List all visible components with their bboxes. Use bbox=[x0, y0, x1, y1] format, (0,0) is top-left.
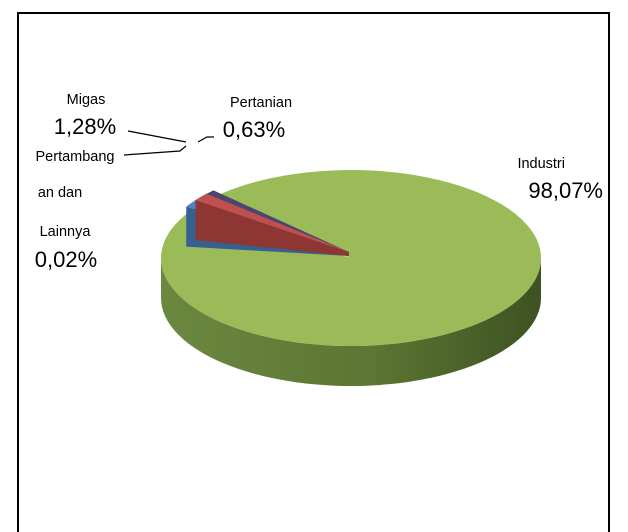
label-pertambangan-name-line2: an dan bbox=[38, 185, 82, 201]
leader-pertambangan bbox=[123, 145, 187, 156]
chart-frame bbox=[17, 12, 610, 532]
pie-chart: Industri 98,07% Migas 1,28% Pertanian 0,… bbox=[35, 92, 603, 386]
label-industri-name: Industri bbox=[517, 156, 565, 172]
label-pertambangan-value: 0,02% bbox=[35, 247, 97, 272]
label-pertanian-value: 0,63% bbox=[223, 117, 285, 142]
label-migas-value: 1,28% bbox=[54, 114, 116, 139]
label-pertambangan-name-line1: Pertambang bbox=[36, 149, 115, 165]
label-migas-name: Migas bbox=[67, 92, 106, 108]
slice-industri-side bbox=[161, 258, 541, 386]
slice-pertanian-side bbox=[195, 200, 349, 256]
label-pertambangan-name-line3: Lainnya bbox=[40, 224, 92, 240]
leader-pertanian bbox=[197, 136, 214, 143]
label-pertanian-name: Pertanian bbox=[230, 95, 292, 111]
label-industri-value: 98,07% bbox=[528, 178, 603, 203]
slice-pertanian bbox=[195, 193, 349, 252]
leader-migas bbox=[127, 130, 187, 143]
